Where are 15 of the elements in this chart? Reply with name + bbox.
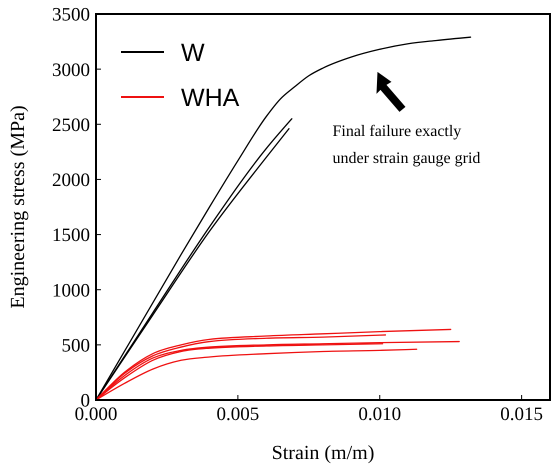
y-tick-label: 500	[62, 336, 90, 357]
x-tick-label: 0.015	[500, 404, 543, 425]
y-tick-label: 2500	[52, 114, 90, 136]
x-tick-label: 0.005	[216, 404, 260, 425]
legend-label: W	[181, 38, 205, 67]
y-tick-label: 3000	[52, 60, 90, 81]
y-axis-title: Engineering stress (MPa)	[7, 105, 29, 309]
x-axis-title: Strain (m/m)	[272, 442, 374, 464]
x-tick-label: 0.010	[358, 404, 402, 425]
y-tick-label: 1000	[52, 280, 90, 302]
legend-label: WHA	[181, 84, 240, 112]
annotation: Final failure exactly under strain gauge grid	[332, 122, 480, 167]
y-tick-label: 1500	[52, 225, 90, 246]
y-tick-label: 2000	[52, 170, 90, 192]
y-tick-label: 3500	[52, 4, 90, 26]
